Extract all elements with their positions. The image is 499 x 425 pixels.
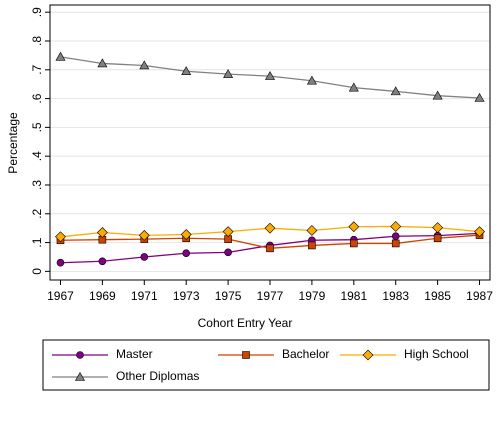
- legend-item: Master: [52, 347, 153, 361]
- y-tick-label: .8: [30, 36, 44, 46]
- marker: [222, 226, 234, 238]
- marker: [391, 232, 400, 241]
- x-tick-label: 1981: [340, 289, 367, 303]
- legend-box: [42, 339, 490, 391]
- marker: [390, 86, 401, 96]
- y-tick-label: .3: [30, 180, 44, 190]
- marker: [433, 234, 442, 243]
- marker: [55, 51, 66, 61]
- marker: [432, 222, 444, 234]
- marker: [55, 231, 66, 243]
- marker: [224, 248, 232, 257]
- marker: [474, 92, 485, 102]
- y-tick-label: .9: [30, 7, 44, 17]
- y-axis-label: Percentage: [6, 112, 20, 174]
- marker: [140, 253, 149, 261]
- marker: [306, 75, 317, 85]
- x-tick-label: 1987: [466, 289, 493, 303]
- marker: [242, 351, 250, 359]
- x-tick-label: 1979: [299, 289, 326, 303]
- marker: [98, 257, 107, 266]
- legend-label: Bachelor: [282, 347, 329, 361]
- legend-item: Bachelor: [218, 347, 329, 361]
- marker: [432, 90, 443, 100]
- marker: [264, 222, 276, 234]
- x-tick-label: 1977: [257, 289, 284, 303]
- marker: [223, 68, 234, 78]
- marker: [306, 225, 318, 236]
- x-tick-label: 1971: [131, 289, 158, 303]
- y-tick-label: .5: [30, 122, 44, 132]
- marker: [391, 239, 400, 248]
- marker: [264, 71, 276, 80]
- x-tick-label: 1967: [47, 289, 74, 303]
- marker: [180, 229, 192, 240]
- marker: [182, 249, 190, 258]
- marker: [138, 229, 150, 241]
- y-tick-label: .4: [30, 151, 44, 161]
- marker: [348, 221, 360, 233]
- legend-item: Other Diplomas: [52, 369, 199, 383]
- marker: [74, 371, 86, 381]
- x-tick-label: 1969: [89, 289, 116, 303]
- marker: [390, 221, 402, 232]
- marker: [350, 239, 358, 248]
- legend-label: High School: [404, 347, 469, 361]
- marker: [308, 241, 316, 250]
- x-tick-label: 1983: [382, 289, 409, 303]
- marker: [139, 60, 150, 70]
- plot-frame: [49, 4, 491, 281]
- legend-item: High School: [340, 347, 469, 361]
- y-tick-label: .2: [30, 208, 44, 218]
- marker: [97, 58, 108, 68]
- legend-label: Other Diplomas: [116, 369, 199, 383]
- marker: [96, 227, 108, 238]
- marker: [362, 349, 374, 361]
- marker: [56, 258, 65, 267]
- marker: [348, 82, 359, 92]
- y-tick-label: .7: [30, 64, 44, 74]
- x-tick-label: 1985: [424, 289, 451, 303]
- x-axis-label: Cohort Entry Year: [198, 316, 293, 330]
- x-tick-label: 1975: [215, 289, 242, 303]
- marker: [266, 244, 274, 253]
- marker: [181, 66, 192, 76]
- x-tick-label: 1973: [173, 289, 200, 303]
- marker: [76, 351, 84, 359]
- y-tick-label: .6: [30, 93, 44, 103]
- y-tick-label: .1: [30, 237, 44, 247]
- legend-label: Master: [116, 347, 153, 361]
- y-tick-label: 0: [30, 268, 44, 275]
- marker: [474, 226, 485, 238]
